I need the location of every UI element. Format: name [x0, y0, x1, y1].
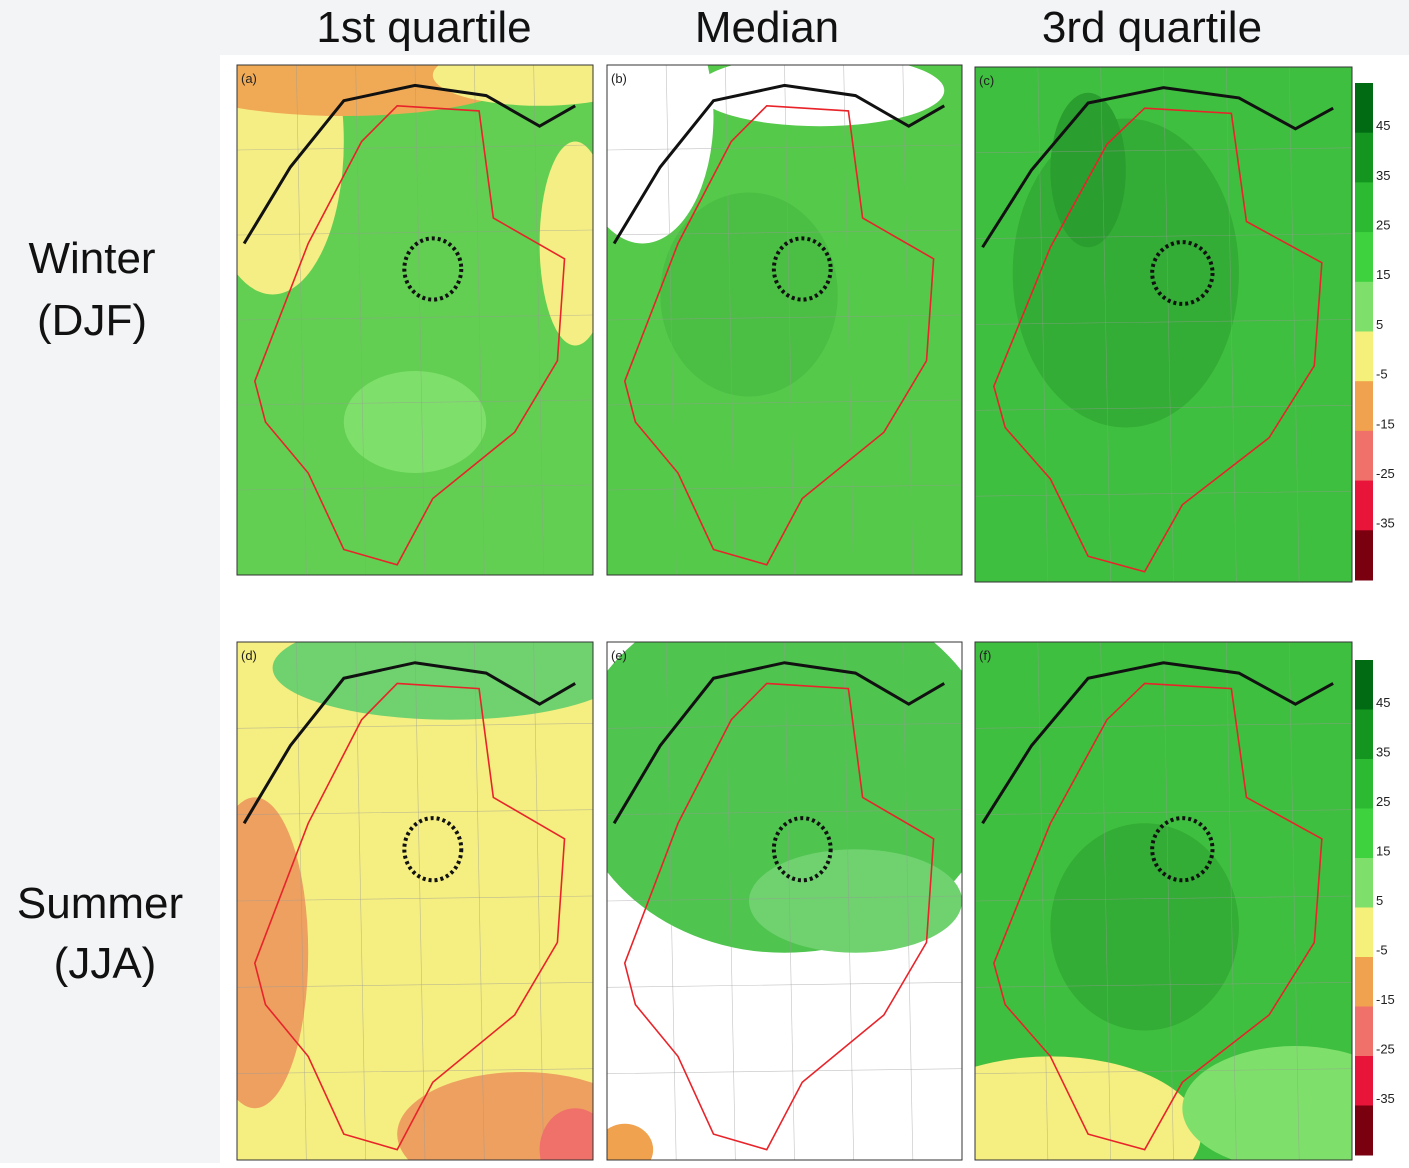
map-layers [572, 590, 998, 1163]
figure: (a) (b) (c) (d) (e) (f) 1st quartile Median 3… [0, 0, 1409, 1163]
row-label: Summer [17, 879, 183, 928]
column-header: Median [695, 3, 839, 52]
colorbar-tick-label: -15 [1376, 992, 1395, 1007]
colorbar-segment [1355, 908, 1373, 958]
colorbar-tick-label: -5 [1376, 367, 1388, 382]
colorbar-tick-label: 45 [1376, 695, 1390, 710]
colorbar-segment [1355, 858, 1373, 908]
colorbar-segment [1355, 1056, 1373, 1106]
colorbar-segment [1355, 957, 1373, 1007]
panel-label: (a) [241, 71, 257, 86]
map-region [1050, 823, 1239, 1030]
map-layers [201, 616, 646, 1163]
colorbar-tick-label: 35 [1376, 168, 1390, 183]
colorbar-segment [1355, 133, 1373, 183]
row-label: (DJF) [37, 296, 147, 345]
map-region [1050, 93, 1125, 248]
colorbar-segment [1355, 1106, 1373, 1156]
colorbar-tick-label: 25 [1376, 218, 1390, 233]
colorbar-tick-label: 5 [1376, 317, 1383, 332]
map-panel: (b) [572, 0, 963, 575]
row-label: (JJA) [54, 939, 157, 988]
colorbar-segment [1355, 710, 1373, 760]
colorbar-tick-label: 45 [1376, 118, 1390, 133]
map-layers [975, 67, 1352, 582]
colorbar-tick-label: -35 [1376, 516, 1395, 531]
colorbar-segment [1355, 431, 1373, 481]
map-region [1013, 119, 1239, 428]
column-header: 1st quartile [316, 3, 531, 52]
colorbar-segment [1355, 759, 1373, 809]
colorbar-tick-label: -35 [1376, 1091, 1395, 1106]
panel-label: (f) [979, 648, 991, 663]
map-layers [900, 642, 1409, 1163]
map-layers [572, 0, 963, 575]
colorbar-tick-label: 25 [1376, 794, 1390, 809]
colorbar-tick-label: 5 [1376, 893, 1383, 908]
panel-label: (e) [611, 648, 627, 663]
panel-label: (b) [611, 71, 627, 86]
map-panel: (c) [975, 67, 1352, 582]
row-label: Winter [28, 234, 155, 283]
colorbar-tick-label: 15 [1376, 267, 1390, 282]
colorbar-tick-label: -25 [1376, 1041, 1395, 1056]
colorbar-segment [1355, 481, 1373, 531]
colorbar-tick-label: 15 [1376, 843, 1390, 858]
colorbar-tick-label: -5 [1376, 942, 1388, 957]
colorbar-segment [1355, 530, 1373, 580]
map-panel: (e) [572, 590, 998, 1163]
map-panel: (a) [166, 0, 647, 575]
map-panel: (d) [201, 616, 646, 1163]
colorbar-segment [1355, 182, 1373, 232]
colorbar-segment [1355, 332, 1373, 382]
colorbar-segment [1355, 809, 1373, 859]
colorbar-segment [1355, 381, 1373, 431]
colorbar-segment [1355, 1007, 1373, 1057]
panel-label: (d) [241, 648, 257, 663]
map-layers [166, 0, 647, 575]
column-header: 3rd quartile [1042, 3, 1262, 52]
colorbar-tick-label: -25 [1376, 466, 1395, 481]
colorbar-segment [1355, 232, 1373, 282]
map-region [660, 193, 838, 397]
panel-label: (c) [979, 73, 994, 88]
map-region [344, 371, 486, 473]
colorbar-tick-label: -15 [1376, 416, 1395, 431]
colorbar-tick-label: 35 [1376, 744, 1390, 759]
colorbar-segment [1355, 660, 1373, 710]
map-panel: (f) [900, 642, 1409, 1163]
colorbar-segment [1355, 83, 1373, 133]
colorbar-segment [1355, 282, 1373, 332]
